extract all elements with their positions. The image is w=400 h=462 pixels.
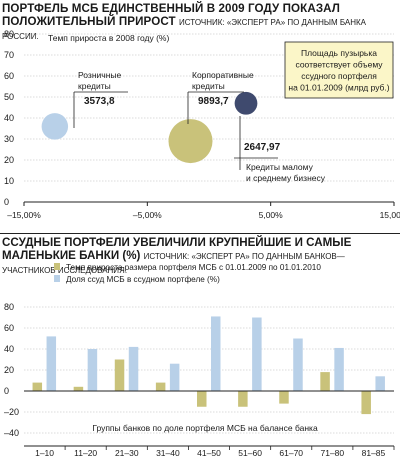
bar [361,391,371,415]
y-tick-label: 20 [4,365,14,375]
y-tick-label: 50 [4,92,14,102]
bar [334,347,344,391]
bottom-title-line2: МАЛЕНЬКИЕ БАНКИ (%) [2,249,141,262]
bar [293,338,303,391]
note-line: соответствует объему [295,60,383,70]
y-tick-label: 80 [4,302,14,312]
bubble-label: и среднему бизнесу [246,173,326,183]
y-tick-label: 10 [4,176,14,186]
bar [155,382,166,391]
bar [238,391,248,407]
bubble [234,91,258,115]
bubble-chart: 0 10 20 30 40 50 60 70 80 –15,00% –5,00% 5,00% 15,00… [4,29,400,220]
y-tick-label: 40 [4,113,14,123]
bubble [168,119,213,164]
y-axis-label: Темп прироста в 2008 году (%) [48,33,169,43]
bubble-value: 9893,7 [198,96,229,107]
y-tick-label: 0 [4,386,9,396]
note-line: Площадь пузырька [301,48,377,58]
bar [279,391,289,404]
x-tick-label: 31–40 [156,448,180,458]
x-tick-label: –5,00% [133,210,162,220]
y-tick-label: –40 [4,428,19,438]
y-tick-label: 60 [4,323,14,333]
x-tick-label: –15,00% [7,210,41,220]
bar [46,336,57,391]
top-source: ИСТОЧНИК: «ЭКСПЕРТ РА» ПО ДАННЫМ БАНКА Р… [2,18,367,41]
bar [375,376,385,391]
bar [114,359,125,391]
bubble-label: кредиты [192,81,225,91]
bubble-label: Розничные [78,70,121,80]
bubble-label: Кредиты малому [246,162,314,172]
bubble-label: Корпоративные [192,70,254,80]
x-tick-label: 5,00% [259,210,284,220]
top-title-line2: ПОЛОЖИТЕЛЬНЫЙ ПРИРОСТ [2,15,176,28]
note-line: ссудного портфеля [301,71,377,81]
bar [169,363,180,391]
bubble-label: кредиты [78,81,111,91]
bottom-source: ИСТОЧНИК: «ЭКСПЕРТ РА» ПО ДАННЫМ БАНКОВ—… [2,252,345,275]
y-tick-label: 20 [4,155,14,165]
bubble [41,113,69,140]
y-tick-label: 80 [4,29,14,39]
x-tick-label: 81–85 [362,448,386,458]
bar [320,372,330,391]
y-tick-label: –20 [4,407,19,417]
x-tick-label: 11–20 [74,448,97,458]
bar [211,316,221,391]
y-tick-label: 30 [4,134,14,144]
bar [87,349,98,391]
x-tick-label: 71–80 [321,448,345,458]
top-title-line1: ПОРТФЕЛЬ МСБ ЕДИНСТВЕННЫЙ В 2009 ГОДУ ПО… [2,2,341,15]
y-tick-label: 40 [4,344,14,354]
y-tick-label: 70 [4,50,14,60]
y-tick-label: 0 [4,197,9,207]
x-axis-label: Группы банков по доле портфеля МСБ на ба… [92,423,318,433]
top-chart-title: ПОРТФЕЛЬ МСБ ЕДИНСТВЕННЫЙ В 2009 ГОДУ ПО… [2,2,398,43]
legend-swatch [54,275,60,282]
bar [197,391,207,407]
bottom-title-line1: ССУДНЫЕ ПОРТФЕЛИ УВЕЛИЧИЛИ КРУПНЕЙШИЕ И … [2,236,352,249]
bar [32,382,43,391]
bar [73,386,84,391]
bar [128,346,139,391]
legend-swatch [54,263,60,270]
note-box [284,41,394,99]
bottom-chart-title: ССУДНЫЕ ПОРТФЕЛИ УВЕЛИЧИЛИ КРУПНЕЙШИЕ И … [2,236,398,277]
bubble-value: 3573,8 [84,96,115,107]
y-tick-label: 60 [4,71,14,81]
section-divider [0,233,400,234]
note-line: на 01.01.2009 (млрд руб.) [288,83,389,93]
x-tick-label: 61–70 [279,448,303,458]
bubble-value: 2647,97 [244,142,281,153]
legend-label: Темп прироста размера портфеля МСБ с 01.… [66,263,321,272]
x-tick-label: 51–60 [238,448,262,458]
x-tick-label: 41–50 [197,448,221,458]
x-tick-label: 15,00% [380,210,400,220]
x-tick-label: 1–10 [35,448,54,458]
x-tick-label: 21–30 [115,448,139,458]
legend-label: Доля ссуд МСБ в ссудном портфеле (%) [66,275,220,284]
bar [252,317,262,391]
